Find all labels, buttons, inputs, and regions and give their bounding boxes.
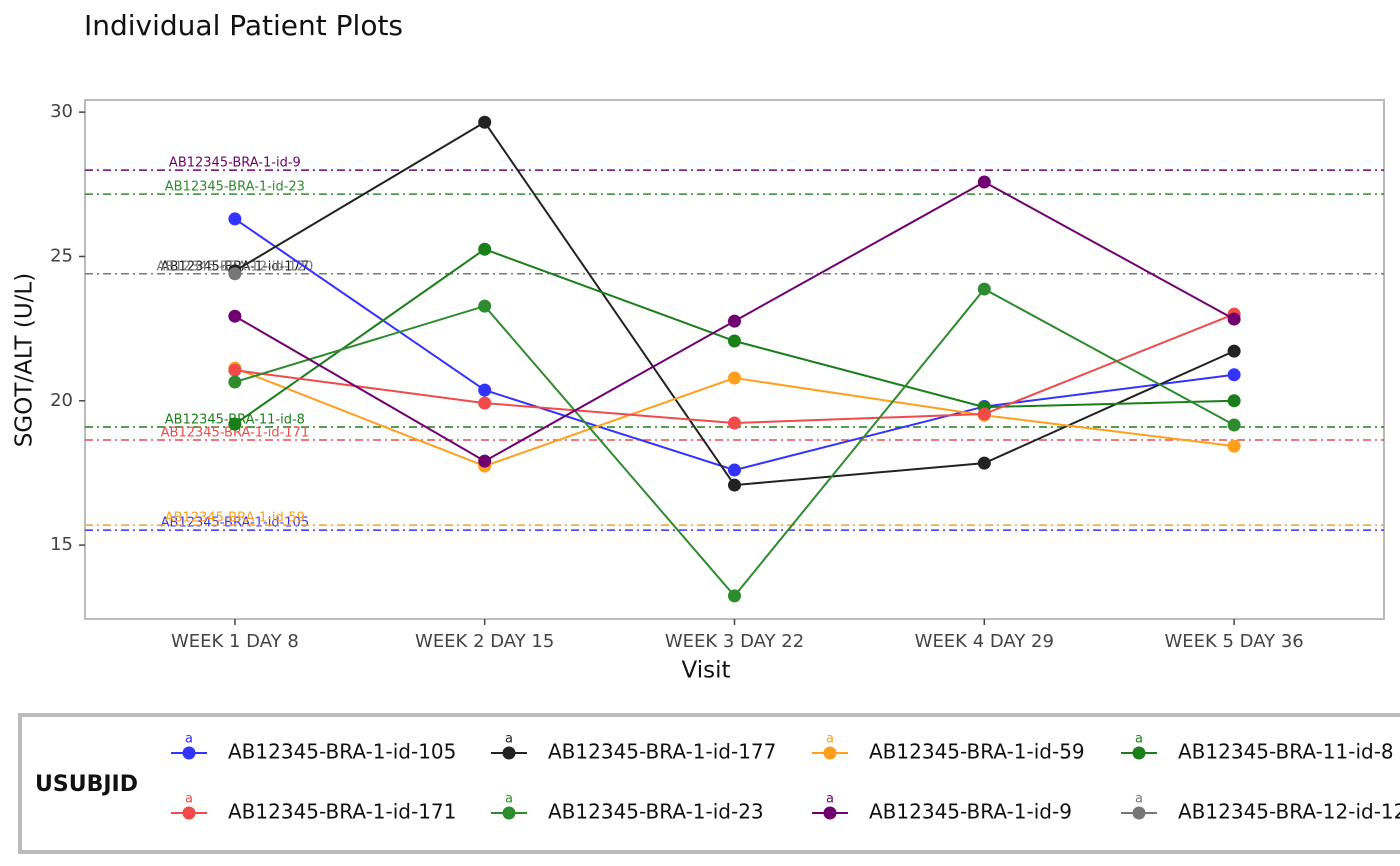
x-axis-title: Visit bbox=[681, 658, 730, 684]
legend-key-point bbox=[1132, 806, 1146, 820]
legend-key-glyph: a bbox=[826, 792, 834, 807]
data-point bbox=[1227, 439, 1241, 453]
data-point bbox=[228, 309, 242, 323]
chart-title: Individual Patient Plots bbox=[84, 9, 403, 42]
legend-label: AB12345-BRA-1-id-23 bbox=[548, 800, 764, 824]
data-point bbox=[728, 589, 741, 603]
x-tick-label: WEEK 5 DAY 36 bbox=[1164, 631, 1303, 652]
legend-key-glyph: a bbox=[505, 792, 513, 807]
series-line bbox=[234, 120, 1235, 487]
data-point bbox=[1227, 418, 1241, 432]
baseline-label: AB12345-BRA-1-id-105 bbox=[161, 516, 309, 531]
baseline-label: AB12345-BRA-1-id-23 bbox=[165, 180, 305, 195]
data-point bbox=[1227, 368, 1241, 382]
legend-key-point bbox=[502, 806, 516, 820]
legend-key-point bbox=[1132, 746, 1146, 760]
legend-key-point bbox=[502, 746, 516, 760]
x-tick-label: WEEK 1 DAY 8 bbox=[171, 631, 299, 652]
legend-label: AB12345-BRA-1-id-171 bbox=[228, 800, 456, 824]
data-point bbox=[977, 407, 991, 421]
legend-label: AB12345-BRA-1-id-59 bbox=[869, 740, 1085, 764]
data-point bbox=[977, 456, 991, 470]
legend-key-point bbox=[182, 746, 196, 760]
y-tick-label: 30 bbox=[50, 101, 73, 122]
legend-label: AB12345-BRA-1-id-9 bbox=[869, 800, 1072, 824]
data-point bbox=[228, 417, 242, 431]
data-point bbox=[478, 115, 492, 129]
data-point bbox=[478, 454, 492, 468]
legend-key-glyph: a bbox=[505, 732, 513, 747]
y-axis-title: SGOT/ALT (U/L) bbox=[12, 273, 38, 447]
legend-key-glyph: a bbox=[1135, 732, 1143, 747]
legend-label: AB12345-BRA-1-id-105 bbox=[228, 740, 456, 764]
data-point bbox=[728, 371, 741, 385]
baseline-label: AB12345-BRA-1-id-171 bbox=[161, 426, 309, 441]
data-point bbox=[977, 175, 991, 189]
legend-label: AB12345-BRA-1-id-177 bbox=[548, 740, 776, 764]
legend-key-glyph: a bbox=[1135, 792, 1143, 807]
data-point bbox=[228, 375, 242, 389]
baseline-label: AB12345-BRA-1-id-59 bbox=[165, 511, 305, 526]
data-point bbox=[228, 363, 242, 377]
legend-key-glyph: a bbox=[826, 732, 834, 747]
data-point bbox=[728, 478, 741, 492]
legend-label: AB12345-BRA-12-id-120 bbox=[1178, 800, 1400, 824]
y-tick-label: 20 bbox=[50, 390, 73, 411]
legend-title: USUBJID bbox=[35, 772, 138, 797]
data-point bbox=[728, 334, 741, 348]
data-point bbox=[1227, 344, 1241, 358]
data-point bbox=[478, 242, 492, 256]
data-point bbox=[1227, 394, 1241, 408]
legend-key-glyph: a bbox=[185, 732, 193, 747]
data-point bbox=[478, 383, 492, 397]
legend-key-point bbox=[823, 746, 837, 760]
legend-box bbox=[18, 713, 1400, 854]
data-point bbox=[728, 463, 741, 477]
baseline-label: AB12345-BRA-1-id-9 bbox=[169, 156, 301, 171]
legend-label: AB12345-BRA-11-id-8 bbox=[1178, 740, 1394, 764]
data-point bbox=[478, 396, 492, 410]
panel-border bbox=[84, 99, 1385, 620]
data-point bbox=[728, 416, 741, 430]
x-tick-label: WEEK 3 DAY 22 bbox=[665, 631, 804, 652]
data-point bbox=[228, 212, 242, 226]
data-point bbox=[1227, 312, 1241, 326]
legend-key-glyph: a bbox=[185, 792, 193, 807]
y-tick-label: 15 bbox=[50, 534, 73, 555]
series-line bbox=[234, 313, 1235, 425]
x-tick-label: WEEK 2 DAY 15 bbox=[415, 631, 554, 652]
y-tick-label: 25 bbox=[50, 245, 73, 266]
data-point bbox=[728, 314, 741, 328]
legend-key-point bbox=[182, 806, 196, 820]
data-point bbox=[478, 299, 492, 313]
legend-key-point bbox=[823, 806, 837, 820]
data-point bbox=[977, 282, 991, 296]
data-point bbox=[228, 267, 242, 281]
x-tick-label: WEEK 4 DAY 29 bbox=[915, 631, 1054, 652]
